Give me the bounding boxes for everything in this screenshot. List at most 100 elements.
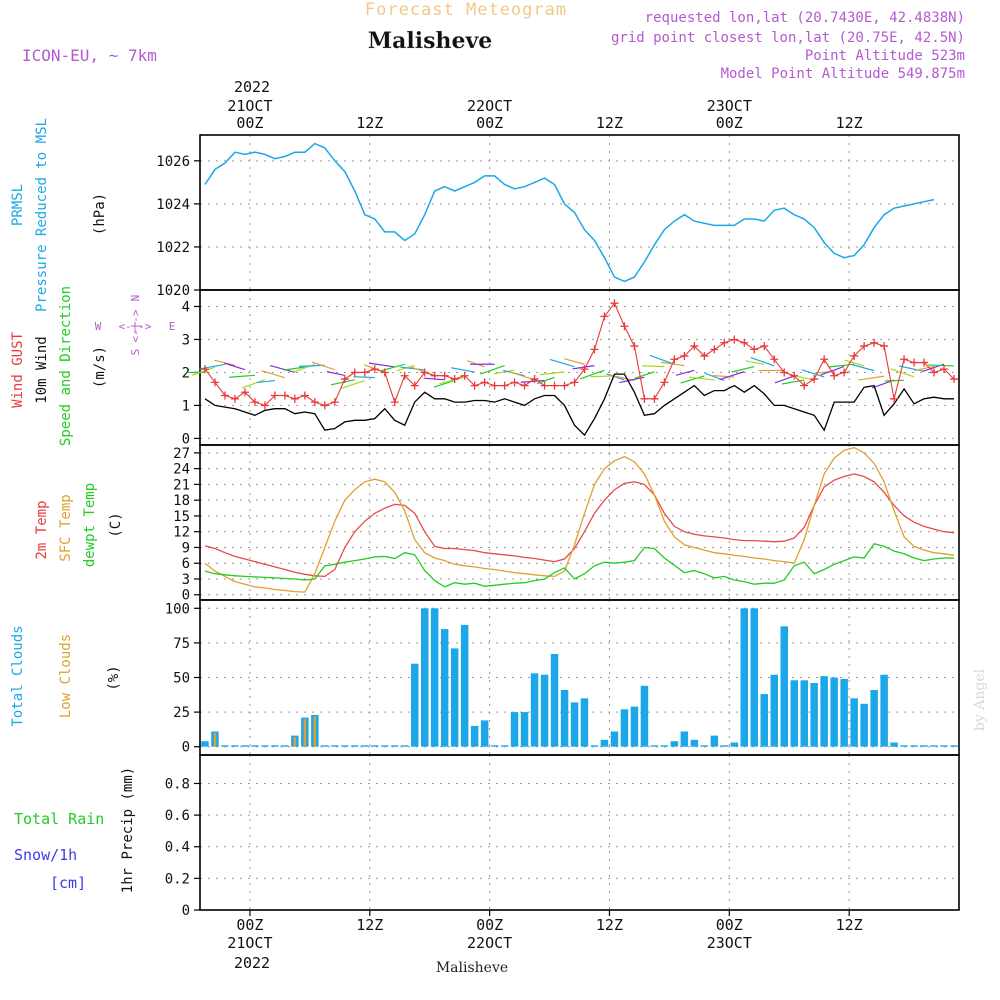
gust-marker-62 [820, 355, 829, 364]
gust-marker-9 [290, 394, 299, 403]
gust-marker-25 [450, 375, 459, 384]
wind-direction-arrows [186, 354, 955, 390]
clouds-panel: 0 25 50 75 100 [165, 599, 960, 756]
gust-marker-5 [250, 398, 259, 407]
total-cloud-bar-27 [470, 725, 479, 747]
top-hour-3: 12Z [596, 114, 623, 132]
wind-arrow-73 [914, 365, 935, 372]
gust-marker-73 [930, 368, 939, 377]
precip-label-cm: [cm] [50, 874, 86, 892]
clouds-ytick-label-3: 75 [173, 636, 190, 652]
total-cloud-bar-22 [421, 608, 429, 747]
temperature-ytick-label-2: 6 [182, 556, 190, 572]
total-cloud-bar-14 [341, 745, 349, 747]
total-cloud-bar-66 [860, 703, 868, 747]
gust-marker-10 [300, 391, 309, 400]
total-cloud-bar-56 [760, 694, 768, 747]
wind-unit: (m/s) [92, 346, 108, 388]
bottom-hour-5: 12Z [836, 916, 863, 934]
wind-arrow-6 [241, 379, 266, 389]
total-cloud-bar-28 [480, 720, 489, 747]
clouds-ytick-label-1: 25 [173, 705, 190, 721]
temp-unit: (C) [108, 512, 124, 537]
total-cloud-bar-18 [381, 745, 389, 747]
total-cloud-bar-16 [361, 745, 369, 747]
gust-marker-40 [600, 312, 609, 321]
watermark: by Angel [972, 668, 988, 731]
gust-marker-44 [640, 394, 649, 403]
wind-arrow-50 [680, 375, 705, 384]
total-cloud-bar-25 [450, 648, 459, 747]
wind-axis-labels: Wind GUST 10m Wind Speed and Direction (… [10, 286, 175, 446]
clouds-ytick-label-2: 50 [173, 671, 190, 687]
wind-arrow-70 [884, 379, 905, 382]
gust-marker-71 [910, 358, 919, 367]
wind-arrow-30 [480, 364, 505, 375]
gust-marker-53 [730, 335, 739, 344]
wind-panel: 0 1 2 3 4 [182, 289, 960, 447]
wind-arrow-45 [634, 371, 655, 379]
total-cloud-bar-45 [650, 745, 659, 747]
total-cloud-bar-29 [490, 745, 499, 747]
gust-marker-27 [470, 381, 479, 390]
total-cloud-bar-13 [331, 745, 339, 747]
total-cloud-bar-40 [600, 739, 609, 747]
low-cloud-bar-1 [213, 732, 217, 747]
wind-arrow-72 [899, 365, 925, 372]
compass-arrow: <-|-> [118, 320, 151, 333]
gust-marker-35 [550, 381, 559, 390]
total-cloud-bar-54 [740, 608, 748, 747]
total-cloud-bar-0 [201, 741, 209, 747]
total-cloud-bar-70 [900, 745, 908, 747]
cloud-label-total: Total Clouds [10, 625, 26, 726]
total-cloud-bar-41 [610, 731, 619, 747]
top-year: 2022 [234, 78, 270, 96]
bottom-hour-2: 00Z [476, 916, 503, 934]
wind-ytick-label-1: 1 [182, 398, 190, 414]
pressure-frame [199, 134, 960, 291]
gust-marker-55 [750, 345, 759, 354]
gust-marker-0 [200, 365, 209, 374]
wind-arrow-5 [229, 374, 255, 378]
pressure-line [204, 142, 935, 283]
gust-marker-17 [370, 365, 379, 374]
total-cloud-bar-64 [840, 678, 848, 747]
cloud-unit: (%) [106, 665, 122, 690]
footer-location: Malisheve [436, 960, 508, 976]
wind-arrow-17 [353, 376, 375, 379]
wind-arrow-9 [269, 364, 296, 373]
pressure-label-prmsl: PRMSL [10, 184, 26, 226]
precip-ytick-label-2: 0.4 [165, 840, 190, 856]
top-hour-1: 12Z [356, 114, 383, 132]
gust-marker-28 [480, 378, 489, 387]
wind-arrow-38 [564, 358, 585, 365]
total-cloud-bar-39 [590, 745, 599, 747]
gust-marker-58 [780, 368, 789, 377]
gust-marker-41 [610, 299, 619, 308]
temp-label-dewpt: dewpt Temp [82, 483, 98, 567]
gust-marker-61 [810, 375, 819, 384]
total-cloud-bar-67 [870, 690, 878, 747]
low-cloud-bar-9 [293, 737, 297, 747]
low-cloud-bar-11 [313, 716, 316, 747]
wind-arrow-62 [801, 369, 825, 378]
wind-arrow-55 [731, 365, 755, 373]
total-cloud-bar-30 [500, 745, 509, 747]
gust-marker-11 [310, 398, 319, 407]
wind-arrow-20 [381, 363, 405, 372]
gust-marker-49 [690, 342, 699, 351]
bottom-hour-0: 00Z [236, 916, 263, 934]
wind-arrow-68 [858, 375, 885, 381]
clouds-ytick-label-0: 0 [182, 740, 190, 756]
total-cloud-bar-7 [271, 745, 279, 747]
gust-marker-22 [420, 368, 429, 377]
gust-marker-48 [680, 351, 689, 360]
wind-arrow-7 [256, 379, 275, 384]
total-cloud-bar-15 [351, 745, 359, 747]
wind-ytick-label-0: 0 [182, 431, 190, 447]
gust-marker-23 [430, 371, 439, 380]
gust-marker-65 [850, 351, 859, 360]
